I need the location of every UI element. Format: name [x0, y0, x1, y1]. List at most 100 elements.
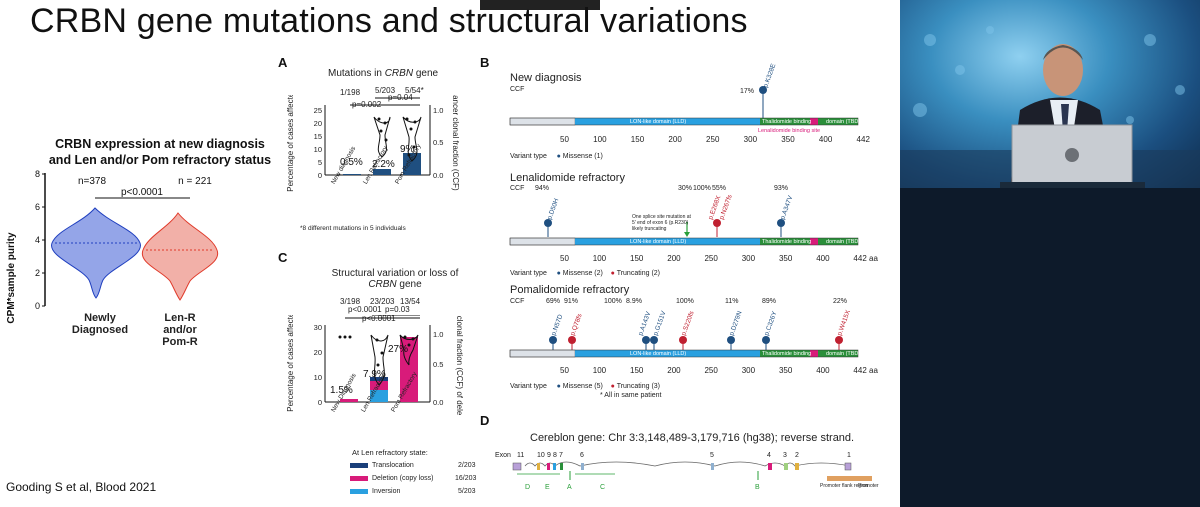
domain-tbd: domain (TBD)	[826, 351, 861, 357]
domain-thal: Thalidomide binding	[762, 239, 812, 245]
mutation-label: p.D50H	[546, 197, 560, 220]
svg-text:10: 10	[314, 373, 322, 382]
promoter-label: Promoter	[858, 483, 879, 489]
panel-b-ccf-value: 11%	[725, 298, 739, 305]
domain-lon: LON-like domain (LLD)	[630, 119, 687, 125]
panel-b-ccf-value: 91%	[564, 298, 579, 305]
panel-d-marker: A	[567, 484, 572, 491]
panel-a-chart: Percentage of cases affected 0 5 10 15 2…	[286, 95, 460, 192]
svg-text:20: 20	[314, 348, 322, 357]
panel-a-count: 1/198	[340, 88, 361, 97]
violin-ytick: 0	[35, 301, 40, 311]
panel-a-letter: A	[278, 55, 288, 70]
panel-b-ccf-value: 17%	[740, 88, 755, 95]
panel-b-axis: 50 100 150 200 250 300 350 400 442	[560, 135, 870, 144]
panel-d-gene-diagram: D E A C B	[512, 461, 872, 491]
svg-text:0: 0	[318, 171, 322, 180]
violin-group1	[51, 207, 141, 299]
speaker-video	[900, 0, 1200, 188]
panel-b-ccf-value: 8.9%	[626, 298, 642, 305]
mutation-lollipop	[642, 336, 650, 344]
violin-pvalue: p<0.0001	[121, 187, 163, 198]
panel-c-pct: 7.9%	[363, 369, 386, 380]
svg-text:20: 20	[314, 119, 322, 128]
mutation-lollipop	[777, 219, 785, 227]
panel-b-row2-track: p.D50H p.E268X p.N267fs p.A347V	[509, 193, 859, 246]
panel-b-ccf-value: 22%	[833, 298, 848, 305]
panel-b-row3-track: p.N57D p.Q78fs p.A143V p.G151V p.S220fs …	[509, 309, 859, 358]
exon-box	[784, 463, 788, 470]
violin-plot: CPM*sample purity 0 2 4 6 8 n=378 n = 22…	[6, 169, 219, 324]
mutation-label: p.G151V	[652, 310, 668, 337]
panel-b-row-title: Pomalidomide refractory	[510, 284, 630, 296]
panel-c-chart: Percentage of cases affected 0 10 20 30 …	[286, 315, 464, 415]
panel-a-count: 5/54*	[405, 86, 424, 95]
panel-c-title: Structural variation or loss of CRBN gen…	[331, 268, 459, 290]
mutation-lollipop	[762, 336, 770, 344]
panel-c-count: 3/198	[340, 297, 361, 306]
svg-text:25: 25	[314, 106, 322, 115]
svg-text:0: 0	[318, 398, 322, 407]
violin-group2-label: Len-R and/or Pom-R	[162, 312, 198, 348]
svg-text:5: 5	[318, 158, 322, 167]
panel-a-bar	[343, 174, 361, 175]
domain-lon: LON-like domain (LLD)	[630, 239, 687, 245]
mutation-lollipop	[568, 336, 576, 344]
exon-box	[537, 463, 540, 470]
mutation-label: p.Q78fs	[569, 312, 584, 336]
panel-b-row1-track: p.K328E	[509, 62, 859, 126]
video-background	[900, 188, 1200, 507]
promoter-flank-label: Promoter flank region	[820, 483, 868, 489]
panel-b-ccf-value: 93%	[774, 185, 789, 192]
svg-text:0.0: 0.0	[433, 398, 443, 407]
panel-b-row-title: New diagnosis	[510, 72, 582, 84]
exon-number: 9	[547, 452, 551, 459]
panel-b-axis: 50 100 150 200 250 300 350 400 442 aa	[560, 366, 878, 375]
panel-c-y2label: Cancer clonal fraction (CCF) of deletion…	[455, 315, 464, 415]
panel-b-ccf-label: CCF	[510, 86, 525, 93]
panel-c-bar	[370, 377, 388, 381]
panel-c-legend-item: Deletion (copy loss)	[350, 475, 433, 482]
mutation-label: p.A347V	[779, 194, 794, 220]
panel-a-pct: 2.2%	[372, 159, 395, 170]
mutation-label: p.N57D	[550, 313, 564, 336]
panel-c-bar	[400, 337, 418, 402]
panel-b-ccf-value: 100%	[604, 298, 622, 305]
mutation-lollipop	[835, 336, 843, 344]
panel-b-ccf-value: 89%	[762, 298, 777, 305]
domain-lon: LON-like domain (LLD)	[630, 351, 687, 357]
panel-c-p2: p=0.03	[385, 305, 410, 314]
exon-box	[711, 463, 714, 470]
exon-box	[768, 463, 772, 470]
panel-b-legend: Variant type ● Missense (2) ● Truncating…	[510, 270, 660, 277]
exon-number: 11	[517, 452, 525, 459]
panel-a-bar	[373, 169, 391, 175]
svg-text:1.0: 1.0	[433, 330, 443, 339]
panel-a-title: Mutations in CRBN gene	[328, 68, 439, 79]
violin-title-line1: CRBN expression at new diagnosis	[55, 137, 265, 151]
violin-ytick: 6	[35, 202, 40, 212]
panel-c-count: 23/203	[370, 297, 395, 306]
violin-ytick: 8	[35, 169, 40, 179]
panel-b-axis: 50 100 150 200 250 300 350 400 442 aa	[560, 254, 878, 263]
panel-c-count: 13/54	[400, 297, 421, 306]
exon-number: 7	[559, 452, 563, 459]
exon-box	[512, 462, 522, 471]
exon-number: 10	[537, 452, 545, 459]
slide-title: CRBN gene mutations and structural varia…	[30, 2, 748, 40]
exon-number: 4	[767, 452, 771, 459]
video-inset	[900, 0, 1200, 507]
panel-b-letter: B	[480, 55, 490, 70]
svg-text:30: 30	[314, 323, 322, 332]
violin-ylabel: CPM*sample purity	[6, 232, 17, 324]
panel-c-bar	[340, 399, 358, 402]
panel-a-bar	[403, 153, 421, 175]
mutation-label: p.K328E	[762, 62, 777, 88]
svg-text:0.5: 0.5	[433, 360, 443, 369]
exon-number: 5	[710, 452, 714, 459]
promoter-flank-bar	[827, 476, 872, 481]
exon-number: 2	[795, 452, 799, 459]
mutation-label: p.A143V	[637, 310, 652, 336]
domain-tbd: domain (TBD)	[826, 119, 861, 125]
exon-number: 8	[553, 452, 557, 459]
